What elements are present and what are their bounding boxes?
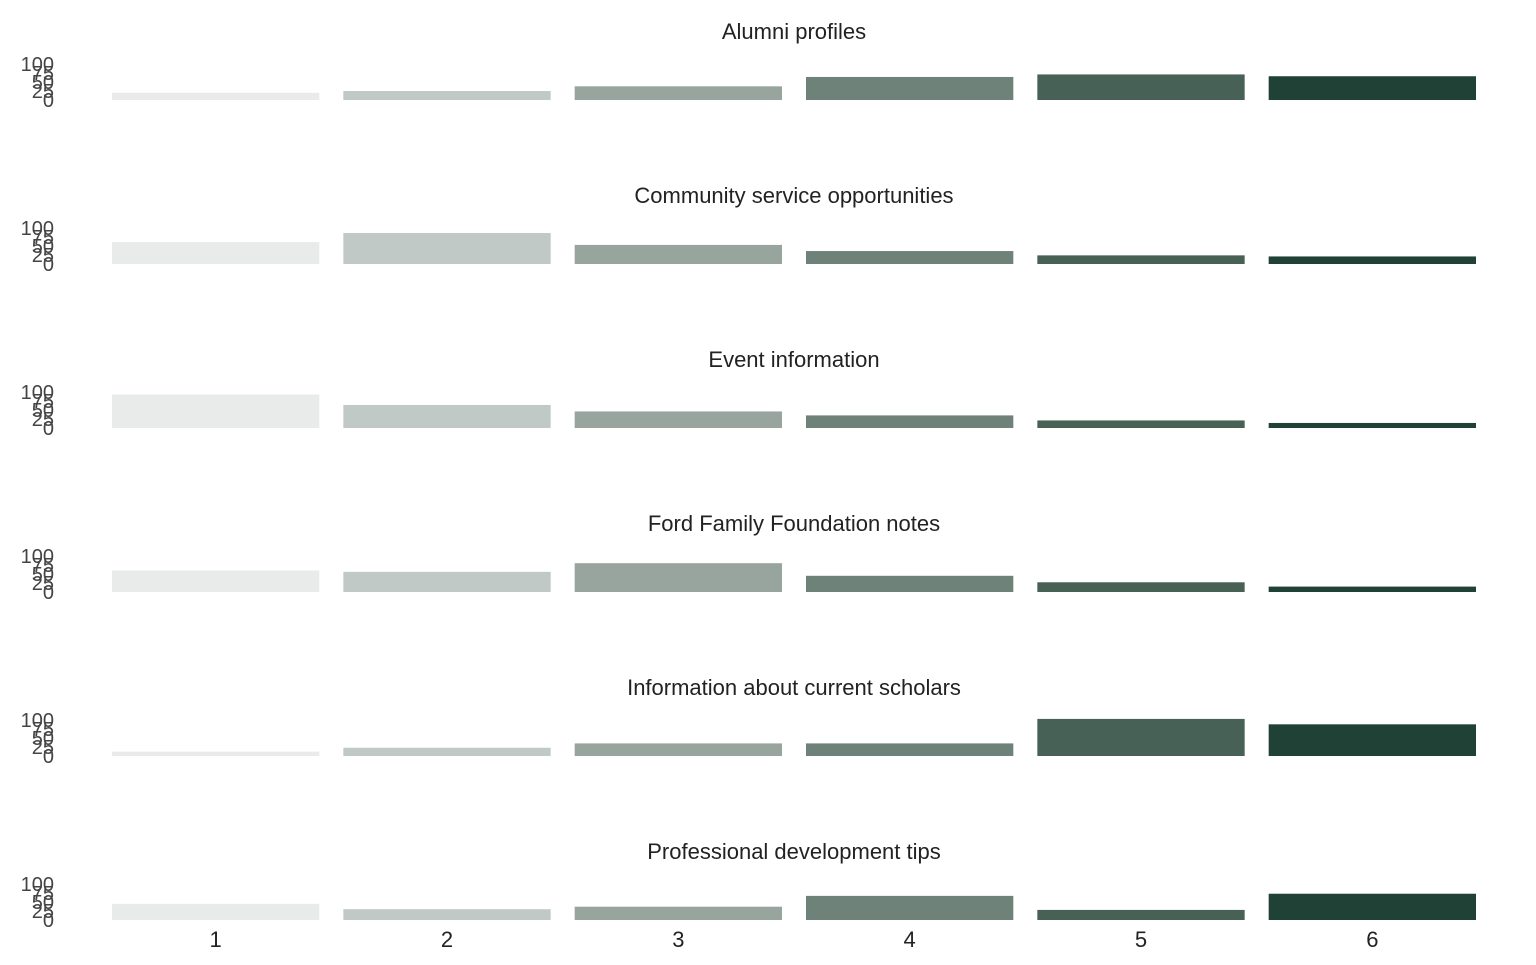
bar: [574, 743, 782, 756]
y-tick-label: 75: [32, 391, 54, 413]
bar: [574, 411, 782, 428]
y-tick-label: 0: [43, 746, 54, 768]
bar: [112, 92, 320, 100]
bar: [112, 751, 320, 756]
y-tick-label: 25: [32, 409, 54, 431]
y-tick-label: 75: [32, 555, 54, 577]
y-tick-label: 100: [21, 218, 54, 240]
bar: [112, 242, 320, 264]
facet-panel: Community service opportunities 025507510…: [21, 183, 1476, 276]
bar: [1268, 893, 1476, 920]
y-tick-label: 0: [43, 90, 54, 112]
facet-title: Event information: [708, 347, 879, 372]
bar: [806, 895, 1014, 920]
bar: [1037, 420, 1245, 428]
y-tick-label: 75: [32, 883, 54, 905]
bar: [574, 244, 782, 264]
y-tick-label: 50: [32, 236, 54, 258]
bar: [574, 906, 782, 920]
bar: [1268, 76, 1476, 100]
y-tick-label: 100: [21, 710, 54, 732]
y-tick-label: 100: [21, 382, 54, 404]
bar: [1037, 909, 1245, 920]
y-tick-label: 25: [32, 81, 54, 103]
y-tick-label: 0: [43, 418, 54, 440]
y-tick-label: 100: [21, 874, 54, 896]
bar: [112, 394, 320, 428]
y-tick-label: 50: [32, 892, 54, 914]
facet-panel: Information about current scholars 025507…: [21, 675, 1476, 768]
y-tick-label: 50: [32, 72, 54, 94]
y-tick-label: 50: [32, 728, 54, 750]
bar: [806, 76, 1014, 100]
bar: [574, 563, 782, 592]
y-tick-label: 25: [32, 901, 54, 923]
bar: [343, 571, 551, 592]
bar: [806, 415, 1014, 428]
y-tick-label: 50: [32, 400, 54, 422]
bar: [806, 743, 1014, 756]
y-tick-label: 100: [21, 546, 54, 568]
bar: [1037, 255, 1245, 264]
bar: [1268, 586, 1476, 592]
facet-title: Ford Family Foundation notes: [648, 511, 940, 536]
y-tick-label: 100: [21, 54, 54, 76]
bar: [1037, 718, 1245, 756]
bar: [343, 909, 551, 920]
x-tick-label: 4: [904, 927, 916, 952]
bar: [112, 570, 320, 592]
bar: [112, 903, 320, 920]
bar: [343, 747, 551, 756]
bar: [343, 91, 551, 100]
y-tick-label: 0: [43, 582, 54, 604]
y-tick-label: 25: [32, 737, 54, 759]
facet-title: Alumni profiles: [722, 19, 866, 44]
y-tick-label: 25: [32, 245, 54, 267]
bar: [806, 575, 1014, 592]
bar: [343, 404, 551, 428]
bar: [806, 251, 1014, 264]
x-tick-label: 1: [210, 927, 222, 952]
facet-title: Professional development tips: [647, 839, 941, 864]
x-tick-label: 6: [1366, 927, 1378, 952]
y-tick-label: 75: [32, 719, 54, 741]
facet-title: Community service opportunities: [634, 183, 953, 208]
bar: [1037, 74, 1245, 100]
bar: [1268, 422, 1476, 428]
bar: [1268, 724, 1476, 756]
x-tick-label: 5: [1135, 927, 1147, 952]
bar: [574, 86, 782, 100]
bar: [1037, 582, 1245, 592]
y-tick-label: 75: [32, 227, 54, 249]
bar: [1268, 256, 1476, 264]
bar: [343, 233, 551, 264]
facet-title: Information about current scholars: [627, 675, 961, 700]
x-tick-label: 3: [672, 927, 684, 952]
y-tick-label: 0: [43, 254, 54, 276]
y-tick-label: 0: [43, 910, 54, 932]
y-tick-label: 50: [32, 564, 54, 586]
y-tick-label: 25: [32, 573, 54, 595]
x-tick-label: 2: [441, 927, 453, 952]
y-tick-label: 75: [32, 63, 54, 85]
